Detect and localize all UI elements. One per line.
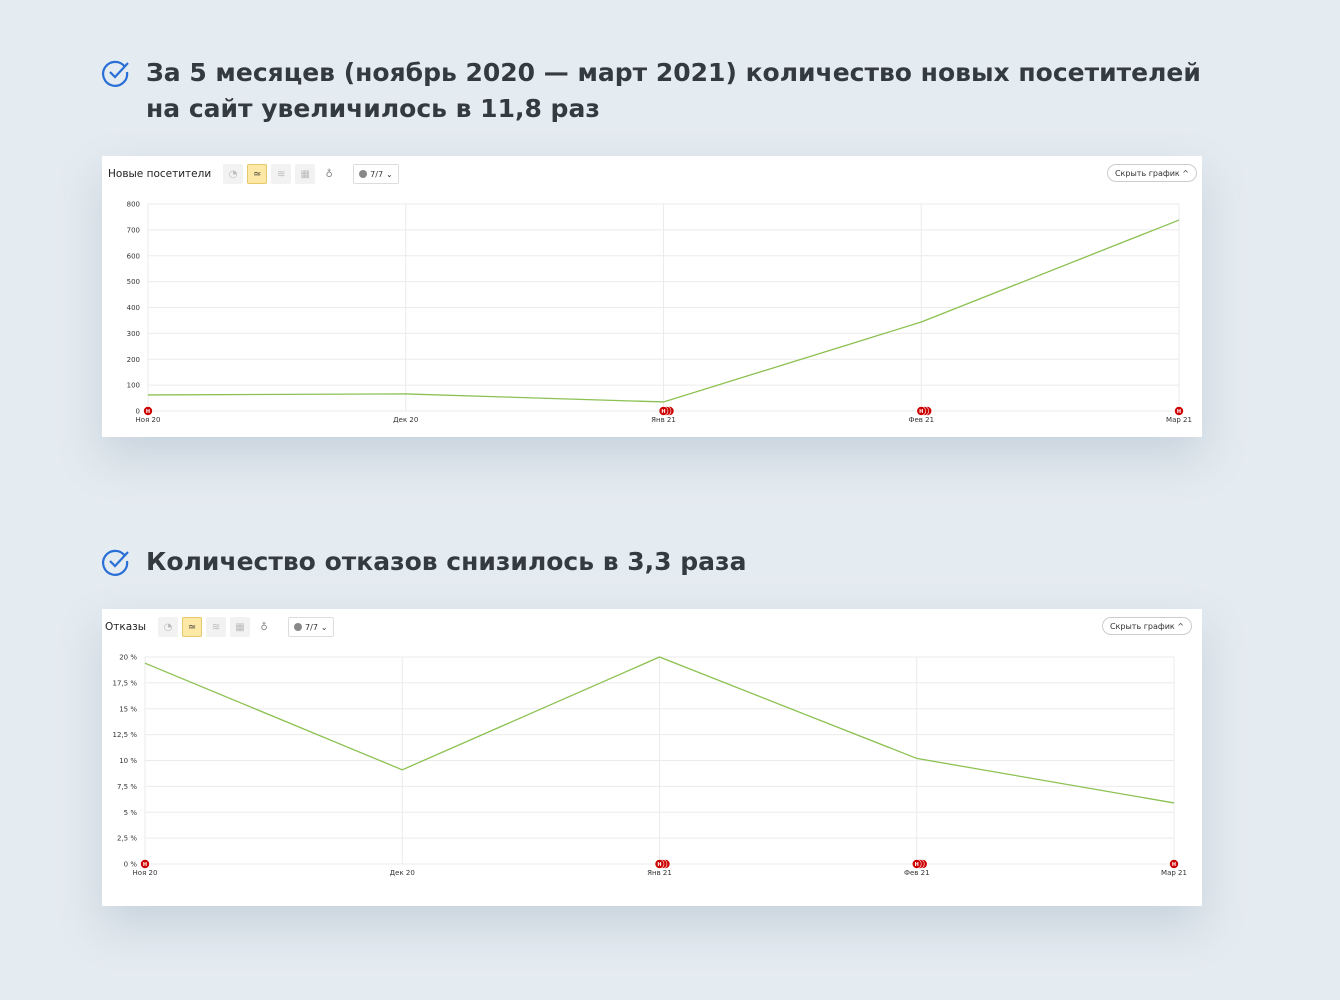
y-tick-label: 2,5 % — [117, 835, 137, 843]
annotation-label: Н — [143, 862, 147, 868]
x-tick-label: Мар 21 — [1161, 869, 1187, 877]
x-tick-label: Фев 21 — [904, 869, 930, 877]
comment-icon — [294, 623, 303, 631]
chart-card-visitors: Новые посетители ◔ ≃ ≋ ▦ ♁ 7/7 ⌄ Скрыть г… — [102, 156, 1202, 437]
map-pin-icon[interactable]: ♁ — [325, 168, 333, 180]
x-tick-label: Янв 21 — [647, 869, 672, 877]
bar-chart-icon[interactable]: ▦ — [295, 164, 316, 184]
y-tick-label: 200 — [127, 356, 140, 364]
annotation-label: Н — [1177, 409, 1181, 415]
annotation-marker — [1174, 406, 1184, 416]
heading-visitors: За 5 месяцев (ноябрь 2020 — март 2021) к… — [146, 58, 1201, 123]
chart-title: Отказы — [105, 621, 147, 633]
x-tick-label: Дек 20 — [393, 416, 418, 424]
annotation-marker — [916, 406, 927, 416]
area-chart-icon[interactable]: ≋ — [206, 617, 227, 637]
x-tick-label: Янв 21 — [651, 416, 676, 424]
hide-chart-button[interactable]: Скрыть график ^ — [1101, 617, 1192, 635]
annotations-select[interactable]: 7/7 ⌄ — [288, 617, 334, 637]
check-circle-icon — [102, 549, 129, 576]
x-tick-label: Фев 21 — [908, 416, 934, 424]
y-tick-label: 800 — [127, 201, 140, 209]
y-tick-label: 0 — [136, 408, 140, 416]
y-tick-label: 400 — [127, 304, 140, 312]
annotation-marker — [654, 859, 665, 869]
heading-bounces: Количество отказов снизилось в 3,3 раза — [146, 547, 747, 576]
annotation-marker — [1169, 859, 1179, 869]
chart-toolbar: Отказы ◔ ≃ ≋ ▦ ♁ 7/7 ⌄ — [105, 617, 334, 637]
area-chart-icon[interactable]: ≋ — [271, 164, 292, 184]
hide-chart-button[interactable]: Скрыть график ^ — [1106, 164, 1197, 182]
bar-chart-icon[interactable]: ▦ — [230, 617, 251, 637]
annotations-select[interactable]: 7/7 ⌄ — [353, 164, 399, 184]
chart-plot: 0 100 200 300 400 500 600 700 800 Ноя 20 Дек 20 Янв… — [127, 201, 1192, 425]
y-tick-label: 600 — [127, 252, 140, 260]
chart-toolbar: Новые посетители ◔ ≃ ≋ ▦ ♁ 7/7 ⌄ — [108, 164, 399, 184]
y-tick-label: 10 % — [119, 757, 137, 765]
y-tick-label: 700 — [127, 226, 140, 234]
line-chart-icon[interactable]: ≃ — [182, 617, 203, 637]
y-tick-label: 17,5 % — [113, 679, 138, 687]
chart-plot: 0 % 2,5 % 5 % 7,5 % 10 % 12,5 % 15 % 17,5 % 20 %… — [113, 654, 1187, 878]
chevron-down-icon: ⌄ — [386, 169, 393, 179]
annotation-label: Н — [657, 862, 661, 868]
y-tick-label: 300 — [127, 330, 140, 338]
check-circle-icon — [102, 60, 129, 87]
annotation-label: Н — [1172, 862, 1176, 868]
annotation-label: Н — [919, 409, 923, 415]
x-tick-label: Дек 20 — [390, 869, 415, 877]
map-pin-icon[interactable]: ♁ — [260, 621, 268, 633]
x-tick-label: Ноя 20 — [136, 416, 161, 424]
y-tick-label: 15 % — [119, 705, 137, 713]
x-tick-label: Ноя 20 — [133, 869, 158, 877]
annotation-label: Н — [915, 862, 919, 868]
annotation-marker — [140, 859, 150, 869]
chart-card-bounces: Отказы ◔ ≃ ≋ ▦ ♁ 7/7 ⌄ Скрыть график ^ 0 … — [102, 609, 1202, 906]
pie-chart-icon[interactable]: ◔ — [158, 617, 179, 637]
annotation-marker — [143, 406, 153, 416]
comment-icon — [359, 170, 368, 178]
annotation-label: Н — [146, 409, 150, 415]
x-tick-label: Мар 21 — [1166, 416, 1192, 424]
annotation-marker — [911, 859, 922, 869]
y-tick-label: 500 — [127, 278, 140, 286]
chart-title: Новые посетители — [108, 168, 212, 180]
y-tick-label: 100 — [127, 382, 140, 390]
annotation-label: Н — [661, 409, 665, 415]
pie-chart-icon[interactable]: ◔ — [223, 164, 244, 184]
y-tick-label: 12,5 % — [113, 731, 138, 739]
y-tick-label: 20 % — [119, 654, 137, 662]
annotation-marker — [658, 406, 669, 416]
y-tick-label: 5 % — [124, 809, 138, 817]
y-tick-label: 7,5 % — [117, 783, 137, 791]
chevron-down-icon: ⌄ — [320, 622, 328, 632]
line-chart-icon[interactable]: ≃ — [247, 164, 268, 184]
y-tick-label: 0 % — [124, 861, 138, 869]
